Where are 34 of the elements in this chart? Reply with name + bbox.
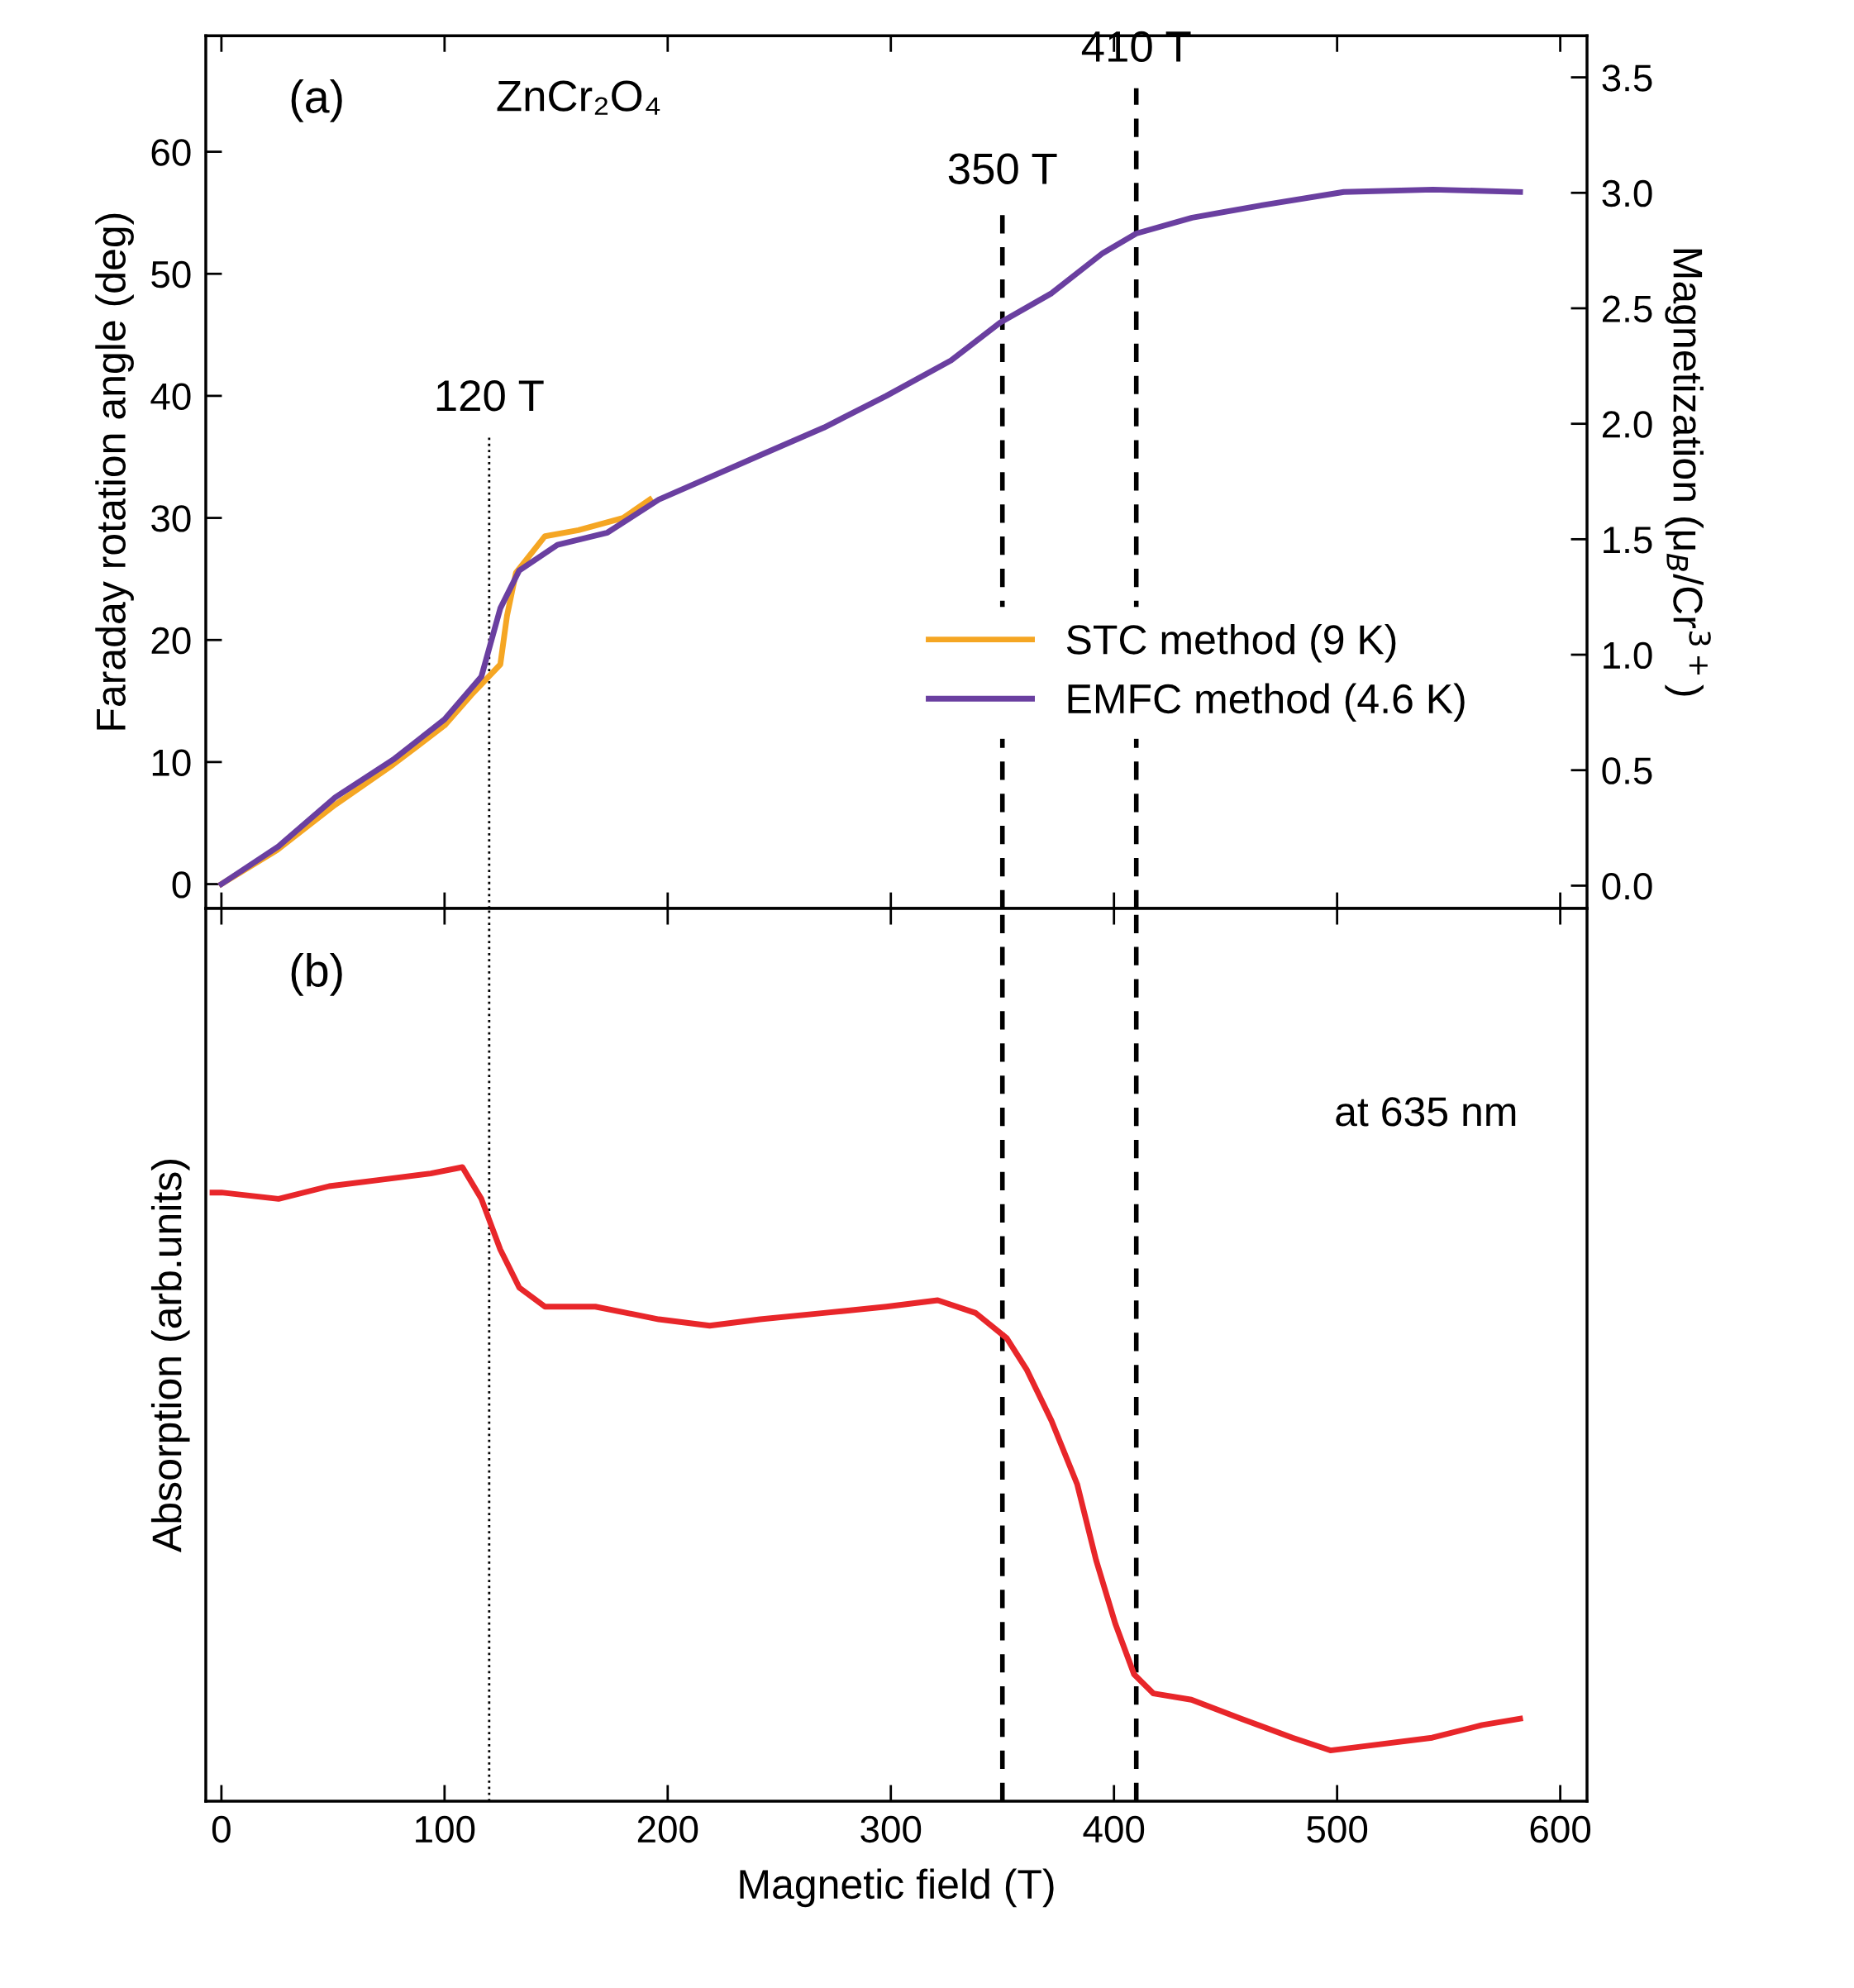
text: (a)	[291, 79, 342, 122]
y2-tick-label: 1.5	[1604, 527, 1652, 554]
x-tick-label: 300	[860, 1815, 922, 1843]
x-tick-label: 0	[212, 1815, 231, 1843]
y-tick-label: 50	[151, 260, 191, 288]
ref-line-label: 120 T	[436, 380, 544, 412]
legend-label: STC method (9 K)	[1066, 623, 1396, 663]
x-tick-label: 500	[1307, 1815, 1368, 1843]
x-tick-label: 200	[637, 1815, 698, 1843]
y-tick-label: 10	[152, 749, 191, 776]
x-tick-label: 100	[416, 1815, 475, 1843]
y2-tick-label: 1.0	[1604, 641, 1652, 670]
chart-title: (b)	[291, 953, 342, 996]
x-axis-title: Magnetic field (T)	[740, 1868, 1054, 1908]
y2-tick-label: 3.5	[1602, 64, 1652, 92]
y2-tick-label: 0.0	[1602, 873, 1652, 900]
y2-tick-label: 3.0	[1602, 179, 1652, 207]
y2-tick-label: 0.5	[1602, 757, 1652, 784]
y-tick-label: 40	[150, 383, 191, 410]
y2-tick-label: 2.5	[1602, 295, 1652, 323]
y2-tick-label: 2.0	[1602, 411, 1652, 438]
text: at 635 nm	[1336, 1097, 1516, 1127]
annotation: ZnCr₂O₄	[497, 80, 660, 115]
y-tick-label: 30	[151, 505, 191, 532]
y-tick-label: 60	[151, 139, 191, 166]
y2-axis-title: Magnetization (μ$_{B}$/Cr$^{3+}$)	[1665, 249, 1711, 696]
y-axis-title: Absorption (arb.units)	[150, 1160, 190, 1552]
x-tick-label: 400	[1083, 1815, 1145, 1843]
ref-line-label: 350 T	[948, 153, 1057, 184]
y-tick-label: 0	[172, 871, 191, 899]
y-tick-label: 20	[151, 627, 191, 655]
y-axis-title: Faraday rotation angle (deg)	[95, 213, 134, 730]
legend-label: EMFC method (4.6 K)	[1068, 683, 1465, 722]
x-tick-label: 600	[1530, 1815, 1591, 1843]
